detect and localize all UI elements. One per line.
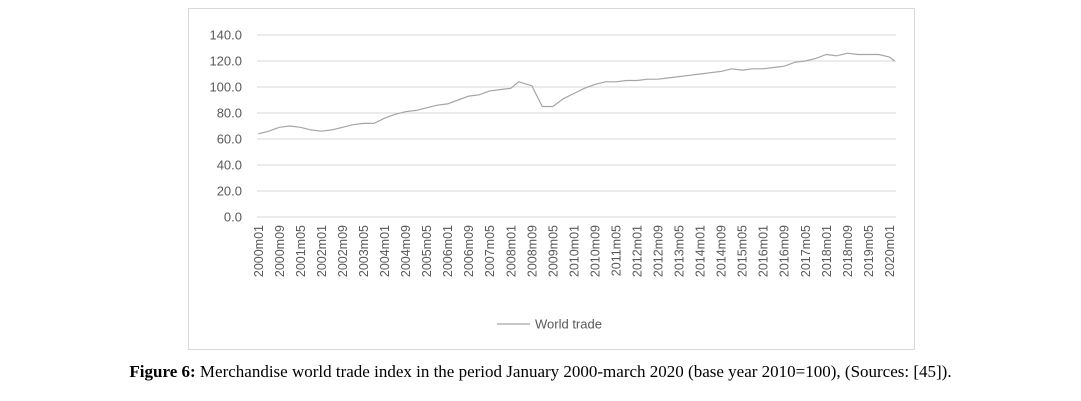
chart-frame	[188, 8, 915, 350]
x-tick-label: 2020m01	[883, 225, 897, 277]
x-tick-label: 2018m09	[841, 225, 855, 277]
x-tick-label: 2015m05	[736, 225, 750, 277]
x-tick-label: 2010m01	[567, 225, 581, 277]
x-tick-label: 2017m05	[799, 225, 813, 277]
series-line-world-trade	[258, 52, 896, 135]
x-tick-label: 2012m09	[652, 225, 666, 277]
y-tick-label: 40.0	[217, 158, 242, 173]
x-tick-label: 2001m05	[294, 225, 308, 277]
x-tick-label: 2011m05	[609, 225, 623, 276]
x-tick-label: 2012m01	[630, 225, 644, 277]
x-tick-label: 2002m09	[336, 225, 350, 277]
x-tick-label: 2004m01	[378, 225, 392, 277]
y-tick-label: 140.0	[209, 28, 242, 43]
x-tick-label: 2000m01	[252, 225, 266, 277]
x-tick-label: 2009m05	[546, 225, 560, 277]
y-tick-label: 120.0	[209, 54, 242, 69]
figure-caption: Figure 6: Merchandise world trade index …	[0, 362, 1081, 382]
x-tick-label: 2003m05	[357, 225, 371, 277]
y-tick-label: 0.0	[224, 210, 242, 225]
x-tick-label: 2000m09	[273, 225, 287, 277]
x-tick-label: 2014m09	[715, 225, 729, 277]
y-tick-label: 60.0	[217, 132, 242, 147]
y-tick-label: 20.0	[217, 184, 242, 199]
x-tick-label: 2006m01	[441, 225, 455, 277]
y-tick-label: 100.0	[209, 80, 242, 95]
x-tick-label: 2008m01	[504, 225, 518, 277]
x-tick-label: 2002m01	[315, 225, 329, 277]
x-tick-label: 2005m05	[420, 225, 434, 277]
legend-label: World trade	[535, 317, 602, 332]
caption-label: Figure 6:	[129, 362, 196, 381]
x-tick-label: 2019m05	[862, 225, 876, 277]
x-tick-label: 2016m01	[757, 225, 771, 277]
caption-text: Merchandise world trade index in the per…	[195, 362, 952, 381]
x-tick-label: 2014m01	[694, 225, 708, 277]
y-tick-label: 80.0	[217, 106, 242, 121]
x-tick-label: 2007m05	[483, 225, 497, 277]
x-tick-label: 2013m05	[673, 225, 687, 277]
x-tick-label: 2004m09	[399, 225, 413, 277]
x-tick-label: 2006m09	[462, 225, 476, 277]
x-tick-label: 2018m01	[820, 225, 834, 277]
x-tick-label: 2016m09	[778, 225, 792, 277]
x-tick-label: 2008m09	[525, 225, 539, 277]
x-tick-label: 2010m09	[588, 225, 602, 277]
